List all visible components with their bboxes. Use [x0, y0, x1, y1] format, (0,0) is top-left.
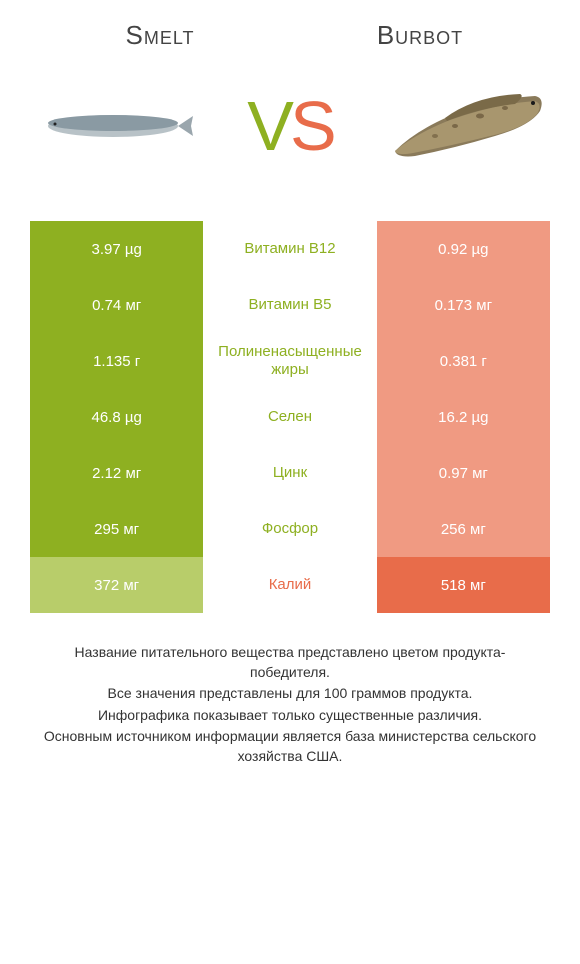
footnote-line: Инфографика показывает только существенн… [40, 706, 540, 726]
right-value-cell: 0.97 мг [377, 445, 550, 501]
nutrient-label-cell: Селен [203, 389, 376, 445]
left-product-title: Smelt [30, 20, 290, 51]
right-value-cell: 16.2 µg [377, 389, 550, 445]
comparison-table: 3.97 µgВитамин B120.92 µg0.74 мгВитамин … [30, 221, 550, 613]
infographic-container: Smelt Burbot VS [0, 0, 580, 789]
left-value-cell: 3.97 µg [30, 221, 203, 277]
smelt-image [30, 71, 195, 181]
footnote-line: Все значения представлены для 100 граммо… [40, 684, 540, 704]
images-row: VS [30, 71, 550, 181]
vs-s: S [290, 87, 333, 165]
table-row: 0.74 мгВитамин B50.173 мг [30, 277, 550, 333]
nutrient-label-cell: Витамин B12 [203, 221, 376, 277]
header: Smelt Burbot [30, 20, 550, 51]
table-row: 372 мгКалий518 мг [30, 557, 550, 613]
table-row: 295 мгФосфор256 мг [30, 501, 550, 557]
footnote-line: Название питательного вещества представл… [40, 643, 540, 682]
footnote-line: Основным источником информации является … [40, 727, 540, 766]
right-value-cell: 256 мг [377, 501, 550, 557]
left-value-cell: 1.135 г [30, 333, 203, 389]
nutrient-label-cell: Калий [203, 557, 376, 613]
table-row: 46.8 µgСелен16.2 µg [30, 389, 550, 445]
footnote: Название питательного вещества представл… [30, 643, 550, 767]
vs-label: VS [247, 86, 332, 166]
nutrient-label-cell: Витамин B5 [203, 277, 376, 333]
nutrient-label-cell: Цинк [203, 445, 376, 501]
table-row: 1.135 гПолиненасыщенные жиры0.381 г [30, 333, 550, 389]
right-value-cell: 0.92 µg [377, 221, 550, 277]
right-product-title: Burbot [290, 20, 550, 51]
vs-v: V [247, 87, 290, 165]
left-value-cell: 2.12 мг [30, 445, 203, 501]
burbot-image [385, 71, 550, 181]
left-value-cell: 295 мг [30, 501, 203, 557]
right-value-cell: 518 мг [377, 557, 550, 613]
left-value-cell: 46.8 µg [30, 389, 203, 445]
nutrient-label-cell: Фосфор [203, 501, 376, 557]
right-value-cell: 0.381 г [377, 333, 550, 389]
left-value-cell: 372 мг [30, 557, 203, 613]
table-row: 2.12 мгЦинк0.97 мг [30, 445, 550, 501]
nutrient-label-cell: Полиненасыщенные жиры [203, 333, 376, 389]
right-value-cell: 0.173 мг [377, 277, 550, 333]
table-row: 3.97 µgВитамин B120.92 µg [30, 221, 550, 277]
left-value-cell: 0.74 мг [30, 277, 203, 333]
